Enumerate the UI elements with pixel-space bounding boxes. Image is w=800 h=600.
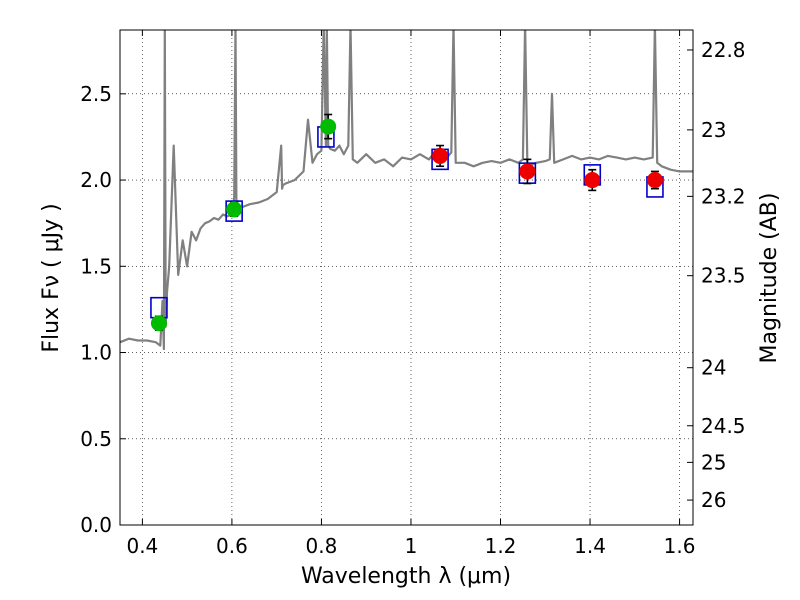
axis-ticks: 0.4 0.6 0.8 1 1.2 1.4 1.6 0.0 0.5 1.0 1.5 2.0 2.5 22.… [80,30,746,558]
model-flux-square [225,200,243,222]
photometry-point-green [226,201,243,218]
photometry-point-red [646,172,663,189]
x-tick-label: 0.6 [216,534,248,558]
y2-tick-label: 23 [701,118,726,142]
y2-tick-label: 23.5 [701,264,746,288]
y2-tick-label: 24.5 [701,414,746,438]
y2-tick-label: 25 [701,450,726,474]
photometry-point-green [150,315,167,332]
y-tick-label: 1.0 [80,341,112,365]
y-tick-label: 0.0 [80,513,112,537]
x-tick-label: 1 [405,534,418,558]
y-tick-label: 1.5 [80,254,112,278]
x-tick-label: 1.4 [574,534,606,558]
x-tick-label: 0.4 [126,534,158,558]
plot-background [120,30,693,525]
y-tick-label: 0.5 [80,427,112,451]
x-tick-label: 1.2 [485,534,517,558]
photometry-point-green [320,118,337,135]
y2-tick-label: 22.8 [701,38,746,62]
data-layer [120,30,693,351]
photometry-point-red [432,147,449,164]
x-axis-label: Wavelength λ (μm) [301,564,511,589]
y2-axis-label: Magnitude (AB) [757,193,782,364]
x-tick-label: 1.6 [664,534,696,558]
plot-frame [119,29,694,526]
y2-tick-label: 26 [701,488,726,512]
y-tick-label: 2.0 [80,168,112,192]
y-axis-label: Flux Fν ( μJy ) [39,203,64,352]
x-tick-label: 0.8 [306,534,338,558]
spectrum-line [120,30,693,351]
y2-tick-label: 23.2 [701,184,746,208]
y2-tick-label: 24 [701,356,726,380]
photometry-point-red [584,172,601,189]
photometry-point-red [519,163,536,180]
grid-lines [120,30,693,525]
y-tick-label: 2.5 [80,82,112,106]
